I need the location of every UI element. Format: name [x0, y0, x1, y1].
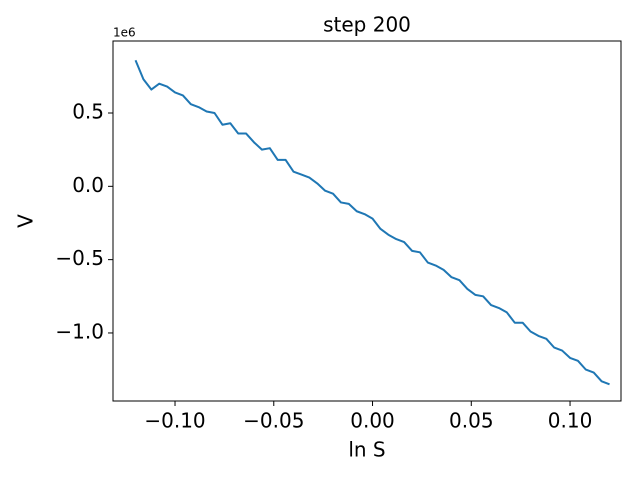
x-tick-label: 0.10: [548, 409, 593, 433]
y-offset-label: 1e6: [113, 26, 136, 40]
data-line: [134, 59, 610, 386]
chart-title: step 200: [323, 13, 411, 37]
plot-area: [134, 59, 610, 386]
y-tick-label: 0.0: [72, 173, 104, 197]
axes-frame: [112, 40, 622, 402]
y-tick-label: 0.5: [72, 100, 104, 124]
x-tick-label: −0.10: [144, 409, 205, 433]
y-tick-label: −1.0: [55, 319, 104, 343]
x-axis-label: ln S: [348, 438, 385, 462]
y-axis-label: V: [14, 214, 38, 228]
x-tick-label: −0.05: [243, 409, 304, 433]
x-tick-label: 0.00: [350, 409, 395, 433]
y-tick-label: −0.5: [55, 246, 104, 270]
x-tick-label: 0.05: [449, 409, 494, 433]
